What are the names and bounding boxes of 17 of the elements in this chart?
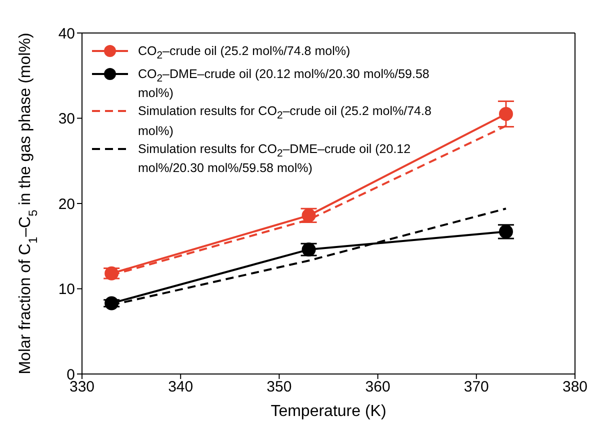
y-tick-label: 10 — [58, 281, 75, 298]
y-tick-label: 40 — [58, 25, 75, 42]
x-tick-label: 380 — [562, 378, 588, 396]
x-tick-label: 370 — [464, 378, 489, 396]
x-tick-label: 350 — [266, 378, 292, 396]
y-tick-label: 20 — [58, 196, 75, 213]
legend-label: CO$_{2}$–DME–crude oil (20.12 mol%/20.30 mol%/59.58 mol%) — [138, 66, 430, 101]
x-axis-title: Temperature (K) — [270, 403, 386, 420]
y-tick-label: 30 — [58, 110, 75, 128]
text: Simulation results for CO$_{2}$–crude oil (25.2 mol%/74.8 mol%) — [138, 104, 432, 138]
legend-label: CO$_{2}$–crude oil (25.2 mol%/74.8 mol%) — [138, 44, 350, 64]
legend-label: Simulation results for CO$_{2}$–DME–crude oil (20.12 mol%/20.30 mol%/59.58 mol%) — [138, 142, 412, 176]
x-tick-label: 340 — [168, 378, 194, 396]
x-tick-label: 360 — [365, 378, 390, 396]
x-tick-label: 330 — [69, 378, 95, 396]
point — [104, 296, 119, 310]
point — [498, 106, 513, 121]
